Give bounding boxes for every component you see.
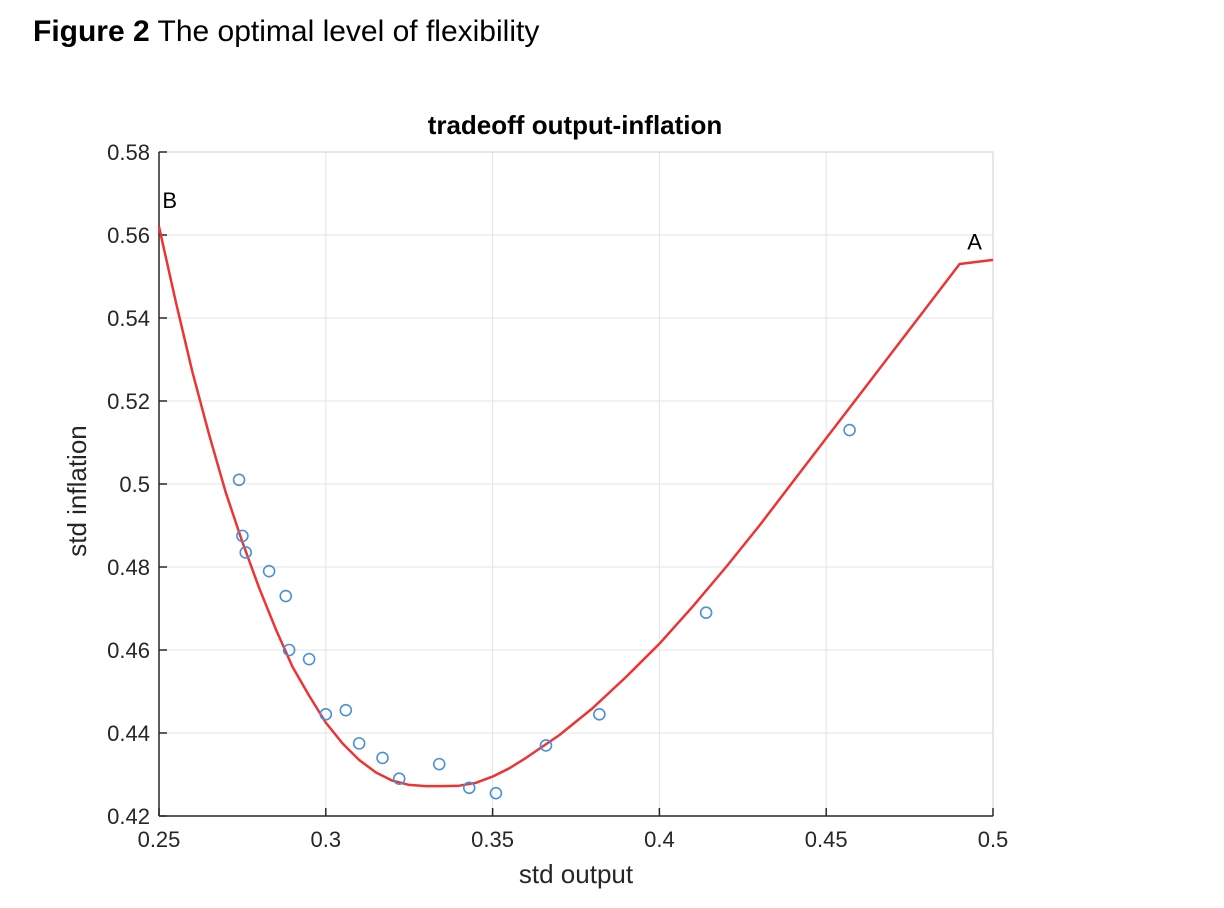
y-tick-label: 0.48 (107, 555, 150, 580)
scatter-point (302, 652, 316, 666)
y-tick-label: 0.44 (107, 721, 150, 746)
scatter-point (539, 739, 553, 752)
scatter-point (232, 473, 246, 487)
curve-endpoint-label-a: A (967, 230, 982, 255)
y-tick-label: 0.58 (107, 140, 150, 165)
scatter-point (432, 757, 446, 771)
scatter-point (699, 606, 713, 619)
scatter-point (352, 737, 366, 750)
scatter-point (236, 529, 249, 543)
x-tick-label: 0.35 (471, 827, 514, 852)
scatter-point (489, 786, 503, 800)
x-tick-label: 0.4 (644, 827, 675, 852)
x-axis-label: std output (519, 859, 634, 889)
x-tick-label: 0.5 (978, 827, 1009, 852)
y-tick-label: 0.54 (107, 306, 150, 331)
scatter-point (339, 703, 353, 717)
fitted-curve-line (157, 226, 994, 788)
y-tick-label: 0.52 (107, 389, 150, 414)
scatter-point (319, 708, 333, 721)
scatter-point (239, 546, 253, 559)
scatter-point (462, 781, 476, 795)
scatter-point (376, 751, 389, 765)
y-tick-label: 0.5 (119, 472, 150, 497)
chart-title: tradeoff output-inflation (428, 110, 723, 140)
y-tick-label: 0.46 (107, 638, 150, 663)
scatter-point (392, 772, 406, 785)
y-tick-label: 0.56 (107, 223, 150, 248)
scatter-point (593, 708, 606, 721)
x-tick-label: 0.25 (138, 827, 181, 852)
axes: 0.25 0.3 0.35 0.4 0.45 0.5 0.42 0.44 0.46 0.48 0.5… (107, 140, 1008, 852)
x-tick-label: 0.3 (311, 827, 342, 852)
scatter-point (262, 564, 276, 578)
x-tick-label: 0.45 (805, 827, 848, 852)
curve-endpoint-label-b: B (162, 188, 177, 213)
figure-caption: Figure 2 The optimal level of flexibilit… (33, 14, 539, 50)
y-tick-label: 0.42 (107, 804, 150, 829)
y-axis-label: std inflation (62, 425, 92, 557)
scatter-point (279, 589, 293, 603)
figure-title: The optimal level of flexibility (149, 15, 540, 48)
scatter-point (843, 423, 856, 437)
data-marks: BA (157, 188, 994, 800)
grid-lines (158, 151, 994, 817)
figure-number: Figure 2 (33, 15, 150, 48)
scatter-point (282, 643, 296, 657)
